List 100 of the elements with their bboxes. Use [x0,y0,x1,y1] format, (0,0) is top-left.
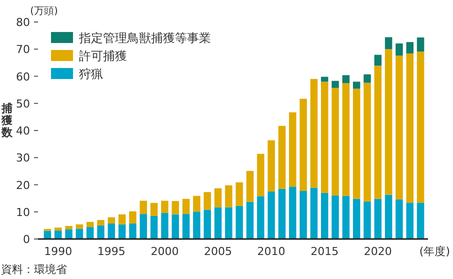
bar [140,214,148,239]
bar [225,185,232,208]
bar [225,207,232,239]
bar [374,54,382,66]
y-tick-label: 60 [16,70,30,84]
bar [161,212,168,239]
x-tick-label: 2015 [310,245,339,258]
bar [150,216,158,239]
bar [406,53,414,203]
y-tick-label: 40 [16,124,30,138]
bar [150,202,158,216]
bar [172,201,179,214]
bar [364,74,371,83]
bar [118,214,126,224]
bar [257,196,264,239]
x-tick-label: 2005 [204,245,232,258]
legend-label: 狩猟 [79,67,103,81]
bar [396,199,403,239]
y-tick-label: 10 [16,206,30,219]
text: 資料：環境省 [1,263,67,276]
bar [406,202,414,239]
legend-label: 指定管理鳥獣捕獲等事業 [78,31,211,45]
bar [332,195,339,239]
y-tick-label: 70 [16,43,30,56]
bar [374,198,382,239]
bar [352,88,360,199]
bar [289,112,296,187]
bar [182,198,190,214]
bar [300,98,307,191]
x-axis-title: (年度) [419,245,450,258]
bar [268,140,275,192]
bar [396,56,403,200]
x-tick-label: 1995 [97,245,126,258]
y-tick-label: 20 [16,178,30,192]
bar [310,78,318,188]
bar [214,207,222,239]
x-tick-label: 2020 [364,245,392,258]
bar [416,202,424,239]
bar [161,200,168,213]
bar [278,126,286,189]
bar [182,214,190,239]
x-tick-label: 1990 [44,245,72,258]
bar [54,230,62,239]
bar [204,192,211,210]
y-tick-label: 50 [16,97,30,110]
bar [118,224,126,239]
bar [364,202,371,239]
x-tick-label: 2010 [257,245,286,258]
bar [342,196,350,239]
bar [374,66,382,199]
bar [97,225,104,239]
bar [396,43,403,56]
bar [129,211,136,224]
bar [236,182,243,206]
bar [172,214,179,239]
bar [342,75,350,84]
bar [384,37,392,50]
bar [278,188,286,239]
bar [289,186,296,239]
bar [332,80,339,88]
bar [352,198,360,239]
bar [193,212,200,239]
bar [320,82,328,193]
bar [86,227,94,239]
bar [65,229,72,239]
bar [76,228,84,239]
bar [268,192,275,239]
bar [384,49,392,195]
bar [54,228,62,231]
bar [384,194,392,239]
text: (万頭) [30,6,58,17]
bar [193,196,200,212]
bar [246,202,254,239]
bar [236,206,243,239]
bar [140,200,148,214]
bar [320,192,328,239]
bar [300,190,307,239]
bar [97,220,104,226]
bar [108,224,116,239]
bar [416,37,424,52]
y-tick-label: 30 [16,152,30,165]
bar [352,82,360,89]
bar [204,210,211,239]
bar [65,226,72,230]
y-tick-label: 80 [16,16,30,29]
bar [129,224,136,239]
bar [108,217,116,224]
legend-label: 許可捕獲 [79,49,127,63]
x-tick-label: 2000 [150,245,179,258]
bar [406,42,414,54]
bar [364,82,371,202]
bar [214,188,222,208]
bar [310,188,318,239]
bar [332,88,339,196]
bar [246,170,254,202]
y-axis-title: 捕獲数 [0,102,14,139]
bar [86,222,94,228]
y-tick-label: 0 [23,233,30,246]
bar [257,154,264,196]
bar [342,83,350,196]
